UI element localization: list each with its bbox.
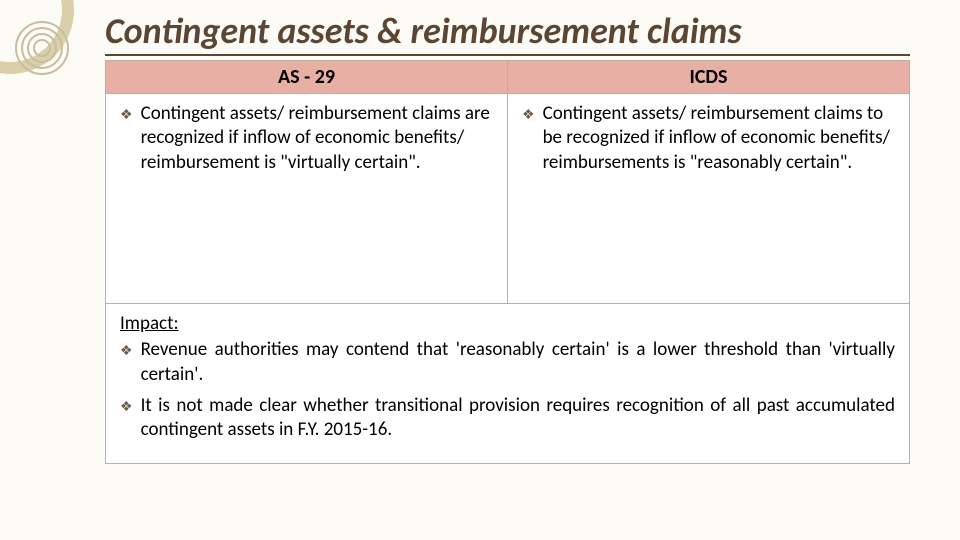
header-right: ICDS bbox=[508, 60, 910, 93]
slide-content: Contingent assets & reimbursement claims… bbox=[105, 12, 910, 464]
table-header-row: AS - 29 ICDS bbox=[106, 60, 910, 93]
impact-bullet-item: ❖ It is not made clear whether transitio… bbox=[120, 394, 895, 443]
impact-bullet-text: It is not made clear whether transitiona… bbox=[141, 394, 895, 443]
diamond-bullet-icon: ❖ bbox=[120, 398, 133, 416]
bullet-item: ❖ Contingent assets/ reimbursement claim… bbox=[522, 102, 895, 176]
table-body-row: ❖ Contingent assets/ reimbursement claim… bbox=[106, 93, 910, 303]
diamond-bullet-icon: ❖ bbox=[120, 106, 133, 124]
cell-right: ❖ Contingent assets/ reimbursement claim… bbox=[508, 93, 910, 303]
comparison-table: AS - 29 ICDS ❖ Contingent assets/ reimbu… bbox=[105, 60, 910, 304]
impact-bullet-text: Revenue authorities may contend that 're… bbox=[141, 338, 895, 387]
header-left: AS - 29 bbox=[106, 60, 508, 93]
impact-section: Impact: ❖ Revenue authorities may conten… bbox=[105, 304, 910, 464]
slide-title: Contingent assets & reimbursement claims bbox=[105, 12, 910, 56]
corner-decoration bbox=[0, 0, 120, 120]
diamond-bullet-icon: ❖ bbox=[522, 106, 535, 124]
bullet-item: ❖ Contingent assets/ reimbursement claim… bbox=[120, 102, 493, 176]
bullet-text: Contingent assets/ reimbursement claims … bbox=[141, 102, 493, 176]
bullet-text: Contingent assets/ reimbursement claims … bbox=[543, 102, 895, 176]
impact-bullet-item: ❖ Revenue authorities may contend that '… bbox=[120, 338, 895, 387]
diamond-bullet-icon: ❖ bbox=[120, 342, 133, 360]
impact-heading: Impact: bbox=[120, 312, 895, 337]
cell-left: ❖ Contingent assets/ reimbursement claim… bbox=[106, 93, 508, 303]
